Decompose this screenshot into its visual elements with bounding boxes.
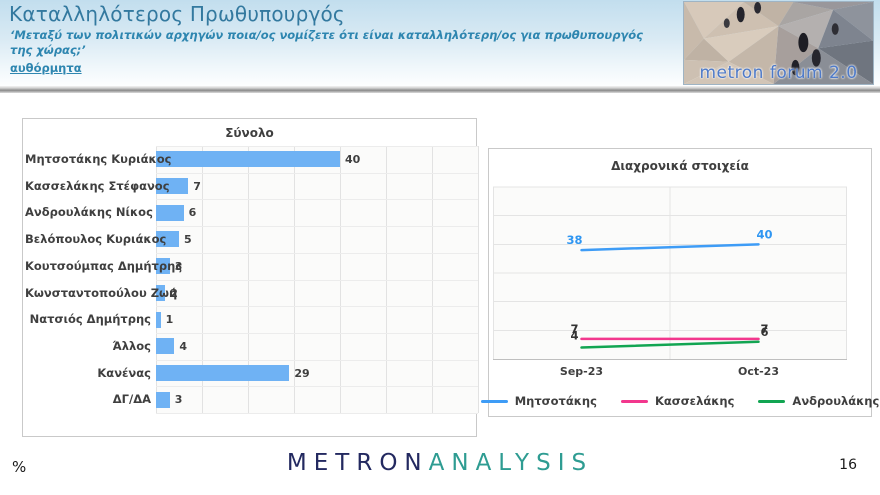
bar-value-label: 40: [345, 153, 361, 166]
legend-label: Κασσελάκης: [654, 394, 735, 408]
bar-chart-gridline: [432, 146, 433, 413]
bar-category-label: Κανένας: [97, 365, 151, 380]
bar-chart-row-gridline: [156, 173, 478, 174]
bar-category-label: Ανδρουλάκης Νίκος: [25, 205, 153, 220]
metron-analysis-logo: METRONANALYSIS: [0, 450, 880, 476]
bar-category-label: Μητσοτάκης Κυριάκος: [25, 152, 172, 166]
metron-analysis-logo-analysis: ANALYSIS: [428, 450, 594, 476]
bar-chart-row-gridline: [156, 146, 478, 147]
bar-chart-gridline: [478, 146, 479, 413]
bar-value-label: 7: [193, 179, 201, 193]
line-series-Ανδρουλάκης: [580, 340, 760, 349]
note-label: αυθόρμητα: [10, 61, 82, 75]
bar-chart-gridline: [156, 146, 157, 413]
bar-value-label: 3: [174, 259, 183, 273]
legend-item: Μητσοτάκης: [480, 394, 597, 408]
metron-forum-logo-text: metron forum 2.0: [699, 63, 858, 83]
bar-category-label: Κουτσούμπας Δημήτρης: [25, 258, 183, 273]
bar-chart-gridline: [386, 146, 387, 413]
bar-chart-plot-area: 40 7 6 5 3 2 1 4 29 3: [156, 146, 479, 414]
legend-line-swatch: [620, 399, 648, 403]
bar-chart-row-gridline: [156, 199, 478, 200]
bar-chart-gridline: [294, 146, 295, 413]
header-divider: [0, 86, 880, 93]
data-label: 7: [760, 322, 768, 336]
bar-chart-row-gridline: [156, 360, 478, 361]
bar-category-label: Νατσιός Δημήτρης: [29, 312, 151, 327]
bar: [156, 258, 170, 275]
bar: [156, 204, 184, 221]
line-chart-svg: 38 407 74 6: [493, 186, 847, 359]
bar-value-label: 1: [165, 313, 174, 327]
bar-chart-gridline: [202, 146, 203, 413]
bar: [156, 391, 170, 408]
line-chart: Διαχρονικά στοιχεία 38 40 7 7 4 6 Sep-23 Oct-2…: [480, 148, 879, 417]
bar-chart-gridline: [248, 146, 249, 413]
page-title: Καταλληλότερος Πρωθυπουργός: [9, 2, 345, 26]
x-tick-label: Oct-23: [737, 365, 779, 378]
bar-value-label: 5: [184, 233, 192, 247]
legend-item: Ανδρουλάκης: [758, 394, 879, 408]
bar-value-label: 3: [174, 393, 183, 407]
data-label: 7: [570, 322, 578, 336]
bar: [156, 364, 290, 381]
slide-header: Καταλληλότερος Πρωθυπουργός ‘Μεταξύ των …: [0, 0, 880, 86]
bar: [156, 284, 166, 301]
bar-chart-row-gridline: [156, 306, 478, 307]
bar: [156, 231, 179, 248]
page-number: 16: [839, 457, 857, 473]
line-chart-plot-area: 38 40 7 7 4 6: [493, 186, 847, 360]
bar-chart-title: Σύνολο: [225, 126, 274, 140]
question-subtitle: ‘Μεταξύ των πολιτικών αρχηγών ποια/ος νο…: [10, 28, 643, 57]
bar: [156, 178, 189, 195]
line-series-Μητσοτάκης: [580, 243, 760, 252]
unit-label: %: [12, 458, 27, 476]
x-tick-label: Sep-23: [559, 365, 604, 378]
bar-category-label: Βελόπουλος Κυριάκος: [25, 232, 167, 247]
legend-item: Κασσελάκης: [620, 394, 735, 408]
bar-category-label: Κωνσταντοπούλου Ζωή: [25, 285, 178, 300]
legend-line-swatch: [480, 399, 508, 403]
mosaic-floor-image: [684, 2, 873, 84]
data-label: 40: [756, 227, 772, 241]
bar-value-label: 2: [170, 286, 178, 300]
bar-value-label: 29: [294, 366, 310, 380]
data-label: 38: [566, 233, 582, 247]
bar-chart-row-gridline: [156, 280, 478, 281]
bar-chart-row-gridline: [156, 413, 478, 414]
bar-chart-gridline: [340, 146, 341, 413]
bar-chart-row-gridline: [156, 226, 478, 227]
metron-forum-logo: metron forum 2.0: [683, 1, 874, 85]
bar-chart-row-gridline: [156, 386, 478, 387]
line-chart-legend: Μητσοτάκης Κασσελάκης Ανδρουλάκης: [480, 394, 879, 408]
bar-category-label: Κασσελάκης Στέφανος: [25, 178, 170, 193]
data-label: 4: [570, 329, 578, 343]
legend-label: Ανδρουλάκης: [792, 394, 880, 408]
data-label: 6: [760, 325, 768, 339]
bar: [156, 311, 161, 328]
bar-value-label: 4: [179, 339, 188, 353]
bar-chart-row-gridline: [156, 333, 478, 334]
bar: [156, 151, 340, 168]
metron-analysis-logo-metron: METRON: [286, 450, 429, 476]
bar-category-label: ΔΓ/ΔΑ: [112, 392, 151, 407]
bar-chart: Σύνολο 40 7 6 5 3 2 1 4 29 3 Μητσοτάκης Κυριάκος Κ…: [22, 118, 479, 437]
legend-label: Μητσοτάκης: [514, 394, 597, 408]
bar-value-label: 6: [188, 206, 197, 220]
bar-category-label: Άλλος: [112, 338, 151, 353]
legend-line-swatch: [758, 399, 786, 403]
bar: [156, 338, 175, 355]
bar-chart-row-gridline: [156, 253, 478, 254]
line-chart-title: Διαχρονικά στοιχεία: [611, 159, 749, 173]
